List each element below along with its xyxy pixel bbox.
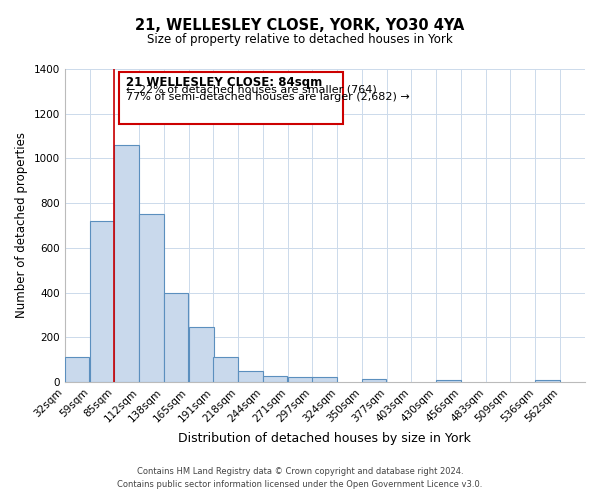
Bar: [114, 145, 139, 382]
Bar: [535, 380, 560, 382]
Bar: [288, 377, 313, 382]
Bar: [238, 371, 263, 382]
Bar: [164, 292, 188, 382]
Bar: [213, 358, 238, 382]
Bar: [139, 214, 164, 382]
FancyBboxPatch shape: [119, 72, 343, 124]
Bar: [189, 327, 214, 382]
Text: Size of property relative to detached houses in York: Size of property relative to detached ho…: [147, 32, 453, 46]
Bar: [263, 376, 287, 382]
Text: 77% of semi-detached houses are larger (2,682) →: 77% of semi-detached houses are larger (…: [127, 92, 410, 102]
Bar: [65, 358, 89, 382]
X-axis label: Distribution of detached houses by size in York: Distribution of detached houses by size …: [178, 432, 471, 445]
Y-axis label: Number of detached properties: Number of detached properties: [15, 132, 28, 318]
Text: ← 22% of detached houses are smaller (764): ← 22% of detached houses are smaller (76…: [127, 84, 377, 94]
Bar: [362, 378, 386, 382]
Text: 21 WELLESLEY CLOSE: 84sqm: 21 WELLESLEY CLOSE: 84sqm: [127, 76, 323, 90]
Bar: [312, 378, 337, 382]
Bar: [436, 380, 461, 382]
Text: Contains HM Land Registry data © Crown copyright and database right 2024.: Contains HM Land Registry data © Crown c…: [137, 467, 463, 476]
Bar: [90, 221, 115, 382]
Text: 21, WELLESLEY CLOSE, YORK, YO30 4YA: 21, WELLESLEY CLOSE, YORK, YO30 4YA: [136, 18, 464, 32]
Text: Contains public sector information licensed under the Open Government Licence v3: Contains public sector information licen…: [118, 480, 482, 489]
